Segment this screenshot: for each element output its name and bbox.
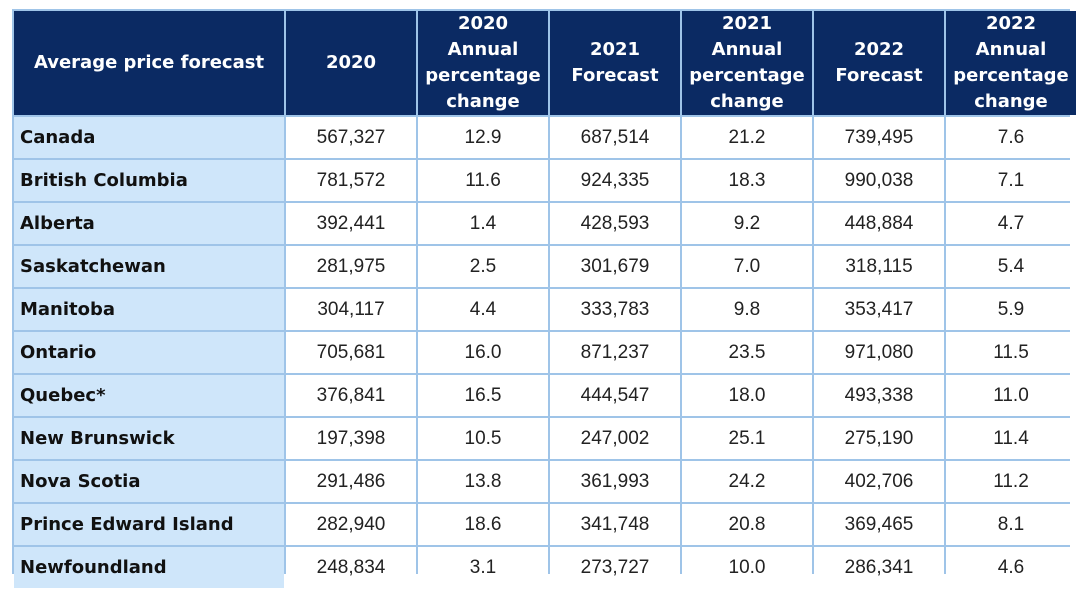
table-row: New Brunswick 197,398 10.5 247,002 25.1 275,1…: [14, 418, 1076, 459]
region-name-cell: British Columbia: [14, 160, 284, 201]
price-2020-cell: 282,940: [286, 504, 416, 545]
price-2020-cell: 567,327: [286, 117, 416, 158]
change-2021-cell: 23.5: [682, 332, 812, 373]
region-name-cell: Ontario: [14, 332, 284, 373]
table-row: Prince Edward Island 282,940 18.6 341,748 20…: [14, 504, 1076, 545]
header-2020-annual-change: 2020 Annual percentage change: [418, 11, 548, 115]
forecast-2022-cell: 318,115: [814, 246, 944, 287]
header-average-price-forecast: Average price forecast: [14, 11, 284, 115]
change-2020-cell: 13.8: [418, 461, 548, 502]
change-2022-cell: 8.1: [946, 504, 1076, 545]
price-2020-cell: 281,975: [286, 246, 416, 287]
header-2022-forecast: 2022 Forecast: [814, 11, 944, 115]
forecast-2021-cell: 428,593: [550, 203, 680, 244]
header-2022-annual-change: 2022 Annual percentage change: [946, 11, 1076, 115]
forecast-2021-cell: 871,237: [550, 332, 680, 373]
change-2021-cell: 9.8: [682, 289, 812, 330]
price-2020-cell: 304,117: [286, 289, 416, 330]
change-2021-cell: 25.1: [682, 418, 812, 459]
region-name-cell: Alberta: [14, 203, 284, 244]
header-2021-annual-change: 2021 Annual percentage change: [682, 11, 812, 115]
change-2021-cell: 24.2: [682, 461, 812, 502]
region-name-cell: Manitoba: [14, 289, 284, 330]
change-2020-cell: 12.9: [418, 117, 548, 158]
change-2022-cell: 11.5: [946, 332, 1076, 373]
region-name-cell: Saskatchewan: [14, 246, 284, 287]
region-name-cell: Quebec*: [14, 375, 284, 416]
forecast-2021-cell: 333,783: [550, 289, 680, 330]
price-2020-cell: 248,834: [286, 547, 416, 588]
change-2022-cell: 11.0: [946, 375, 1076, 416]
forecast-2021-cell: 924,335: [550, 160, 680, 201]
forecast-2021-cell: 687,514: [550, 117, 680, 158]
price-forecast-table: Average price forecast 2020 2020 Annual …: [12, 9, 1078, 590]
region-name-cell: Nova Scotia: [14, 461, 284, 502]
table-row: Ontario 705,681 16.0 871,237 23.5 971,080 11.5: [14, 332, 1076, 373]
change-2020-cell: 16.0: [418, 332, 548, 373]
table-row: British Columbia 781,572 11.6 924,335 18.3 99…: [14, 160, 1076, 201]
forecast-2022-cell: 971,080: [814, 332, 944, 373]
table-body: Canada 567,327 12.9 687,514 21.2 739,495 7.6 Br…: [14, 117, 1076, 588]
change-2020-cell: 1.4: [418, 203, 548, 244]
table-row: Alberta 392,441 1.4 428,593 9.2 448,884 4.7: [14, 203, 1076, 244]
price-2020-cell: 392,441: [286, 203, 416, 244]
forecast-2022-cell: 286,341: [814, 547, 944, 588]
change-2020-cell: 3.1: [418, 547, 548, 588]
forecast-2022-cell: 990,038: [814, 160, 944, 201]
table-row: Nova Scotia 291,486 13.8 361,993 24.2 402,706…: [14, 461, 1076, 502]
table-row: Newfoundland 248,834 3.1 273,727 10.0 286,341…: [14, 547, 1076, 588]
change-2021-cell: 21.2: [682, 117, 812, 158]
change-2020-cell: 16.5: [418, 375, 548, 416]
forecast-2021-cell: 444,547: [550, 375, 680, 416]
table-row: Saskatchewan 281,975 2.5 301,679 7.0 318,115 5…: [14, 246, 1076, 287]
price-2020-cell: 705,681: [286, 332, 416, 373]
forecast-2022-cell: 369,465: [814, 504, 944, 545]
region-name-cell: Newfoundland: [14, 547, 284, 588]
change-2021-cell: 7.0: [682, 246, 812, 287]
change-2022-cell: 11.4: [946, 418, 1076, 459]
price-forecast-table-container: Average price forecast 2020 2020 Annual …: [12, 9, 1070, 574]
change-2021-cell: 18.0: [682, 375, 812, 416]
change-2020-cell: 4.4: [418, 289, 548, 330]
forecast-2022-cell: 353,417: [814, 289, 944, 330]
price-2020-cell: 376,841: [286, 375, 416, 416]
price-2020-cell: 291,486: [286, 461, 416, 502]
change-2022-cell: 5.4: [946, 246, 1076, 287]
change-2021-cell: 9.2: [682, 203, 812, 244]
header-2021-forecast: 2021 Forecast: [550, 11, 680, 115]
forecast-2021-cell: 301,679: [550, 246, 680, 287]
table-row: Canada 567,327 12.9 687,514 21.2 739,495 7.6: [14, 117, 1076, 158]
change-2022-cell: 4.6: [946, 547, 1076, 588]
forecast-2021-cell: 361,993: [550, 461, 680, 502]
table-row: Manitoba 304,117 4.4 333,783 9.8 353,417 5.9: [14, 289, 1076, 330]
change-2020-cell: 11.6: [418, 160, 548, 201]
change-2022-cell: 7.1: [946, 160, 1076, 201]
forecast-2022-cell: 448,884: [814, 203, 944, 244]
forecast-2022-cell: 493,338: [814, 375, 944, 416]
change-2022-cell: 7.6: [946, 117, 1076, 158]
table-row: Quebec* 376,841 16.5 444,547 18.0 493,338 11.0: [14, 375, 1076, 416]
price-2020-cell: 781,572: [286, 160, 416, 201]
forecast-2022-cell: 275,190: [814, 418, 944, 459]
forecast-2022-cell: 402,706: [814, 461, 944, 502]
forecast-2021-cell: 341,748: [550, 504, 680, 545]
change-2022-cell: 11.2: [946, 461, 1076, 502]
region-name-cell: Canada: [14, 117, 284, 158]
region-name-cell: New Brunswick: [14, 418, 284, 459]
change-2021-cell: 18.3: [682, 160, 812, 201]
change-2022-cell: 4.7: [946, 203, 1076, 244]
forecast-2021-cell: 247,002: [550, 418, 680, 459]
region-name-cell: Prince Edward Island: [14, 504, 284, 545]
price-2020-cell: 197,398: [286, 418, 416, 459]
header-2020: 2020: [286, 11, 416, 115]
forecast-2022-cell: 739,495: [814, 117, 944, 158]
forecast-2021-cell: 273,727: [550, 547, 680, 588]
change-2021-cell: 20.8: [682, 504, 812, 545]
change-2022-cell: 5.9: [946, 289, 1076, 330]
change-2020-cell: 10.5: [418, 418, 548, 459]
change-2020-cell: 18.6: [418, 504, 548, 545]
change-2021-cell: 10.0: [682, 547, 812, 588]
change-2020-cell: 2.5: [418, 246, 548, 287]
header-row: Average price forecast 2020 2020 Annual …: [14, 11, 1076, 115]
